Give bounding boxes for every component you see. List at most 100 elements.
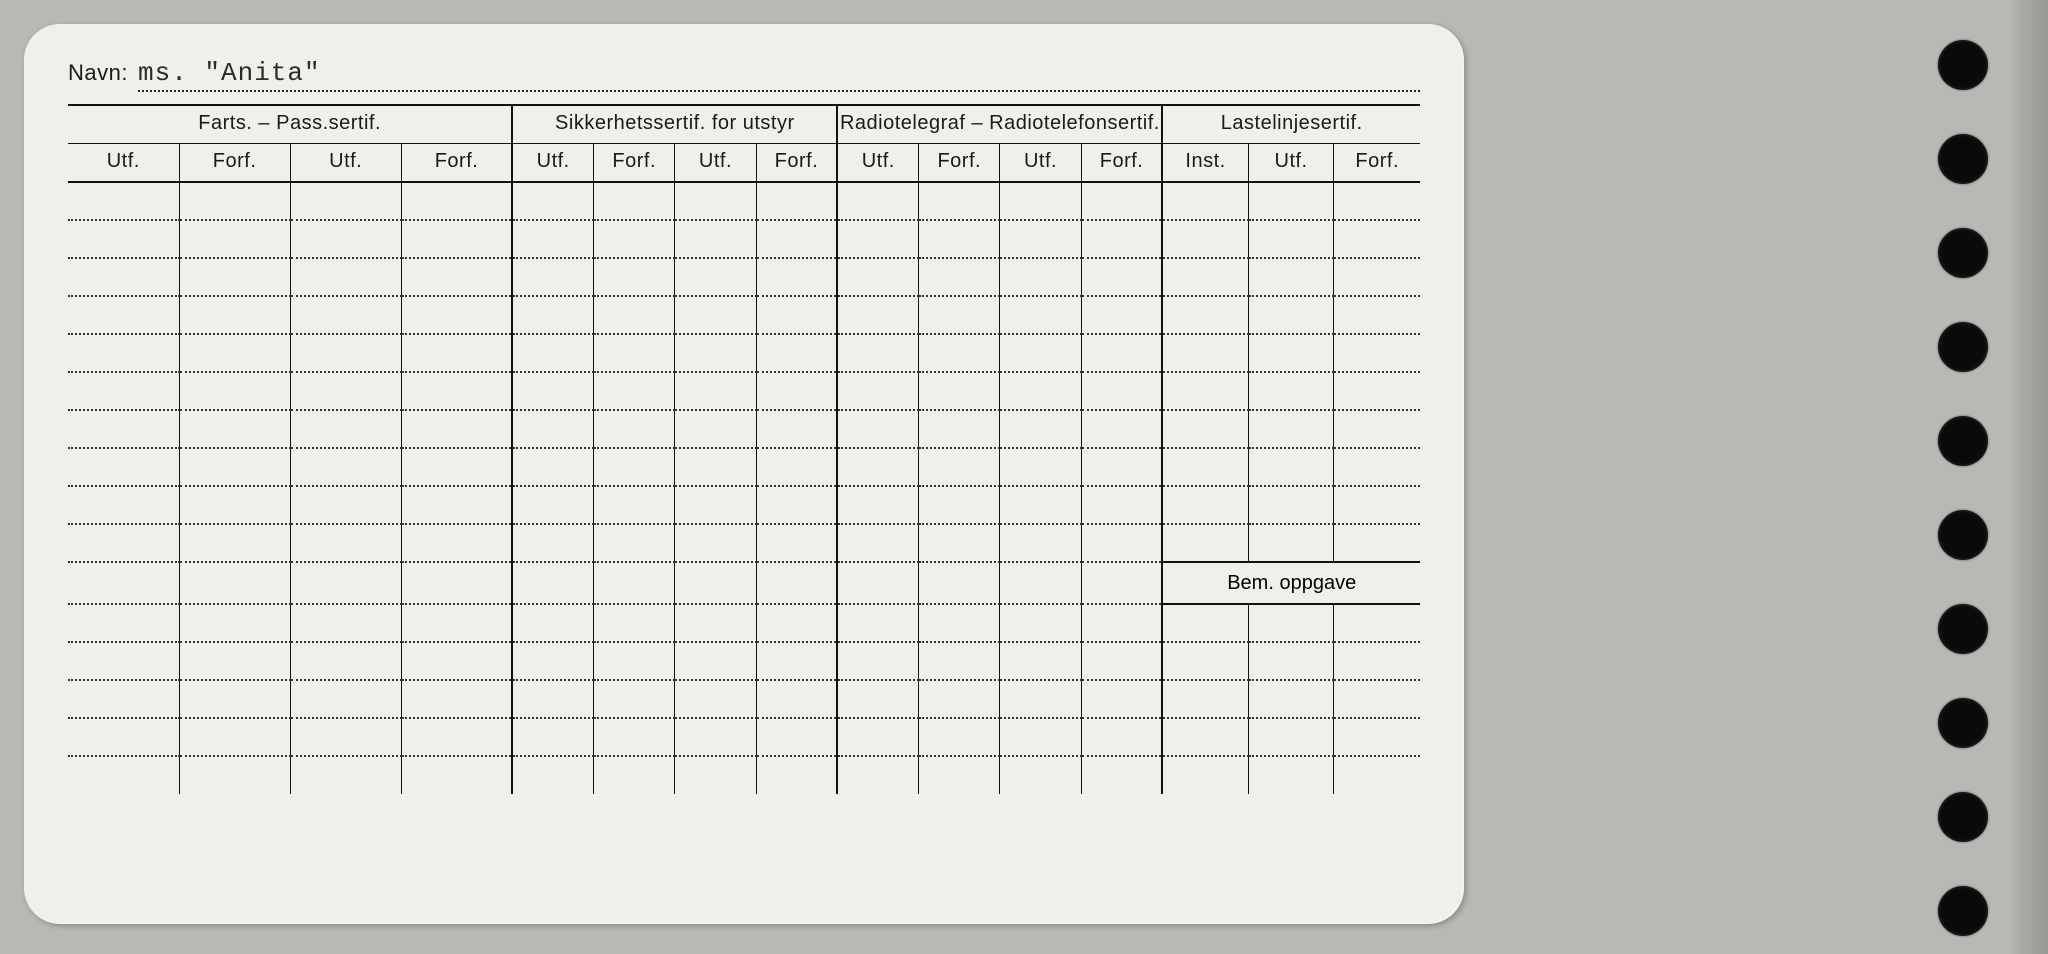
table-row	[68, 486, 1420, 524]
table-cell	[1162, 372, 1248, 410]
table-cell	[1000, 604, 1081, 642]
table-cell	[401, 334, 512, 372]
table-cell	[756, 448, 837, 486]
table-cell	[1162, 680, 1248, 718]
table-cell	[1000, 562, 1081, 604]
table-cell	[837, 486, 918, 524]
sub-header: Utf.	[837, 144, 918, 183]
table-cell	[401, 372, 512, 410]
table-cell	[512, 182, 593, 220]
table-cell	[179, 448, 290, 486]
table-cell	[512, 756, 593, 794]
table-cell	[594, 220, 675, 258]
table-cell	[179, 562, 290, 604]
table-cell	[675, 604, 756, 642]
table-cell	[179, 604, 290, 642]
table-cell	[1081, 372, 1162, 410]
table-cell	[1000, 680, 1081, 718]
table-cell	[401, 642, 512, 680]
table-cell	[179, 642, 290, 680]
table-cell	[1081, 220, 1162, 258]
table-cell	[919, 372, 1000, 410]
table-cell	[919, 642, 1000, 680]
table-cell	[919, 718, 1000, 756]
sub-header-row: Utf.Forf.Utf.Forf.Utf.Forf.Utf.Forf.Utf.…	[68, 144, 1420, 183]
table-cell	[1334, 486, 1420, 524]
table-cell	[68, 410, 179, 448]
table-cell	[594, 448, 675, 486]
table-cell	[756, 642, 837, 680]
table-cell	[1162, 486, 1248, 524]
table-row	[68, 756, 1420, 794]
table-cell	[919, 562, 1000, 604]
table-cell	[756, 410, 837, 448]
table-cell	[837, 642, 918, 680]
table-cell	[675, 182, 756, 220]
table-cell	[401, 524, 512, 562]
table-cell	[1000, 756, 1081, 794]
punch-hole	[1938, 604, 1988, 654]
table-cell	[919, 524, 1000, 562]
table-cell	[401, 448, 512, 486]
table-cell	[290, 258, 401, 296]
table-cell	[1081, 562, 1162, 604]
sub-header: Utf.	[68, 144, 179, 183]
table-cell	[756, 220, 837, 258]
table-cell	[919, 486, 1000, 524]
table-cell	[290, 486, 401, 524]
table-cell	[1000, 486, 1081, 524]
table-cell	[512, 562, 593, 604]
index-card: Navn: ms. "Anita" Farts. – Pass.sertif.S…	[24, 24, 1464, 924]
table-cell	[290, 524, 401, 562]
sub-header: Forf.	[179, 144, 290, 183]
table-cell	[1334, 296, 1420, 334]
table-cell	[290, 562, 401, 604]
table-cell	[1334, 604, 1420, 642]
table-cell	[512, 718, 593, 756]
table-cell	[756, 604, 837, 642]
table-row	[68, 448, 1420, 486]
table-cell	[919, 258, 1000, 296]
section-row: Bem. oppgave	[68, 562, 1420, 604]
table-cell	[1248, 642, 1334, 680]
punch-hole	[1938, 134, 1988, 184]
table-cell	[512, 296, 593, 334]
table-cell	[594, 486, 675, 524]
table-cell	[1162, 448, 1248, 486]
table-cell	[401, 220, 512, 258]
table-cell	[1248, 372, 1334, 410]
table-cell	[1248, 220, 1334, 258]
table-cell	[512, 604, 593, 642]
table-cell	[1334, 182, 1420, 220]
table-cell	[179, 718, 290, 756]
table-cell	[675, 562, 756, 604]
table-row	[68, 604, 1420, 642]
table-cell	[290, 448, 401, 486]
table-cell	[756, 372, 837, 410]
table-cell	[594, 718, 675, 756]
table-cell	[594, 410, 675, 448]
table-cell	[68, 296, 179, 334]
table-cell	[68, 372, 179, 410]
table-cell	[401, 410, 512, 448]
table-row	[68, 334, 1420, 372]
table-cell	[1081, 448, 1162, 486]
table-cell	[1162, 182, 1248, 220]
table-cell	[1334, 372, 1420, 410]
navn-row: Navn: ms. "Anita"	[68, 58, 1420, 98]
table-cell	[756, 718, 837, 756]
punch-hole	[1938, 792, 1988, 842]
group-header: Lastelinjesertif.	[1162, 105, 1420, 144]
table-cell	[179, 680, 290, 718]
table-cell	[401, 756, 512, 794]
table-cell	[290, 410, 401, 448]
table-cell	[290, 642, 401, 680]
table-cell	[675, 334, 756, 372]
table-cell	[1334, 258, 1420, 296]
table-cell	[179, 524, 290, 562]
table-cell	[675, 718, 756, 756]
table-cell	[919, 220, 1000, 258]
table-cell	[1334, 642, 1420, 680]
table-cell	[1081, 604, 1162, 642]
table-row	[68, 296, 1420, 334]
